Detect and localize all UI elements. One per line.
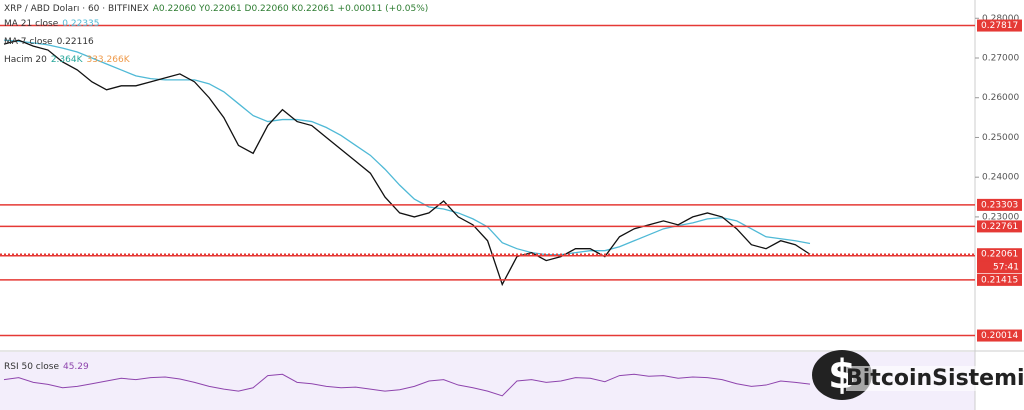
level-label-box: [977, 19, 1022, 32]
y-tick-label: 0.26000: [982, 93, 1019, 103]
watermark: BitcoinSistemi: [846, 366, 1024, 391]
level-label-box: [977, 273, 1022, 286]
legend-value: 333.266K: [86, 55, 130, 65]
rsi-line: [3, 373, 811, 397]
ma7-legend: MA 21 close 0.22335: [4, 19, 104, 29]
rsi-legend: RSI 50 close 45.29: [4, 362, 93, 372]
legend-name: MA 7 close: [4, 37, 53, 47]
level-label: 0.21415: [981, 275, 1018, 285]
y-tick-label: 0.28000: [982, 14, 1019, 24]
level-label-box: [977, 248, 1022, 261]
level-label: 0.27817: [981, 21, 1018, 31]
legend-value: 45.29: [62, 362, 89, 372]
volume-legend: Hacim 20 2.364K 333.266K: [4, 55, 134, 65]
countdown: 57:41: [993, 263, 1019, 273]
ma21-legend: MA 7 close 0.22116: [4, 37, 98, 47]
price-line: [3, 39, 811, 287]
symbol-title: XRP / ABD Doları · 60 · BITFINEX: [4, 4, 149, 14]
header-line: XRP / ABD Doları · 60 · BITFINEX A0.22060…: [4, 4, 432, 14]
level-label-box: [977, 329, 1022, 342]
legend-value: 0.22116: [56, 37, 94, 47]
logo: $: [812, 350, 872, 400]
level-label: 0.22761: [981, 222, 1018, 232]
legend-value: 2.364K: [50, 55, 83, 65]
y-tick-label: 0.25000: [982, 133, 1019, 143]
countdown-box: [977, 261, 1022, 274]
y-tick-label: 0.23000: [982, 212, 1019, 222]
level-label: 0.20014: [981, 331, 1018, 341]
y-tick-label: 0.27000: [982, 54, 1019, 64]
legend-name: RSI 50 close: [4, 362, 59, 372]
level-label-box: [977, 198, 1022, 211]
y-tick-label: 0.24000: [982, 173, 1019, 183]
legend-value: 0.22335: [62, 19, 100, 29]
legend-name: MA 21 close: [4, 19, 59, 29]
level-label: 0.22061: [981, 250, 1018, 260]
price-line: [3, 39, 811, 256]
ohlc: A0.22060 Y0.22061 D0.22060 K0.22061 +0.0…: [152, 4, 429, 14]
level-label-box: [977, 220, 1022, 233]
legend-name: Hacim 20: [4, 55, 47, 65]
level-label: 0.23303: [981, 200, 1018, 210]
